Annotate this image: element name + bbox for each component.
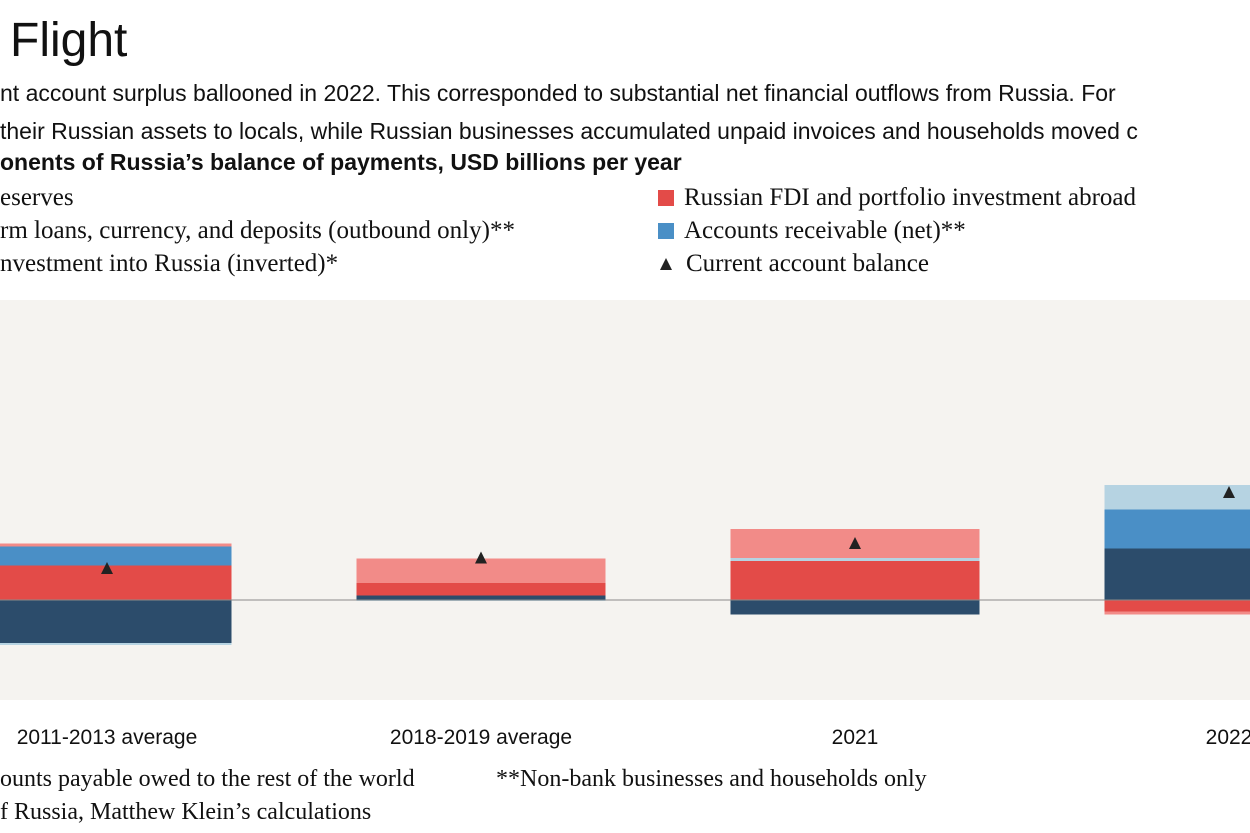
legend-label-reserves: eserves: [0, 184, 74, 211]
bar-nvestment-into-russia-inverted-2022: [1104, 611, 1250, 615]
triangle-marker-icon: [660, 257, 672, 270]
legend: eserves rm loans, currency, and deposits…: [0, 181, 1250, 281]
bar-russian-fdi-and-portfolio-investment-abroad-2022: [1104, 600, 1250, 612]
bar-chart: 2011-2013 average 2018-2019 average 2021 20…: [0, 300, 1250, 749]
bar-eserves-2018-2019-average: [356, 595, 606, 600]
current-account-marker-2022: [1223, 486, 1235, 498]
footnotes: ounts payable owed to the rest of the wo…: [0, 763, 1250, 833]
legend-label-loans: rm loans, currency, and deposits (outbou…: [0, 217, 515, 244]
legend-item-fdi-abroad: Russian FDI and portfolio investment abr…: [658, 181, 1136, 214]
x-tick-label-2021: 2021: [832, 726, 879, 749]
footnote-non-bank: **Non-bank businesses and households onl…: [496, 766, 927, 792]
legend-item-current-account: Current account balance: [658, 247, 929, 280]
legend-label-fdi-abroad: Russian FDI and portfolio investment abr…: [684, 184, 1137, 211]
bar-russian-fdi-and-portfolio-investment-abroad-2018-2019-average: [356, 583, 606, 596]
bar-russian-fdi-and-portfolio-investment-abroad-2011-2013-average: [0, 565, 232, 600]
x-tick-label-2011-2013-average: 2011-2013 average: [17, 726, 198, 749]
subtitle: nt account surplus ballooned in 2022. Th…: [0, 74, 1250, 150]
legend-item-investment-into-russia: nvestment into Russia (inverted)*: [0, 247, 338, 280]
bar-eserves-2011-2013-average: [0, 600, 232, 643]
footnote-source: f Russia, Matthew Klein’s calculations: [0, 799, 372, 825]
subtitle-line-1: nt account surplus ballooned in 2022. Th…: [0, 80, 1116, 106]
x-tick-label-2018-2019-average: 2018-2019 average: [390, 726, 572, 749]
bar-rm-loans-currency-and-deposits-outbound-only-2021: [730, 558, 980, 561]
footnote-accounts-payable: ounts payable owed to the rest of the wo…: [0, 766, 415, 792]
chart-title-main: Flight: [10, 14, 128, 67]
chart-heading: onents of Russia’s balance of payments, …: [0, 149, 682, 175]
x-tick-label-2022: 2022: [1206, 726, 1250, 749]
current-account-marker-2021: [849, 537, 861, 549]
bar-eserves-2021: [730, 600, 980, 615]
bar-nvestment-into-russia-inverted-2011-2013-average: [0, 543, 232, 547]
current-account-marker-2018-2019-average: [475, 551, 487, 564]
legend-item-loans: rm loans, currency, and deposits (outbou…: [0, 214, 515, 247]
current-account-marker-2011-2013-average: [101, 562, 113, 574]
bar-russian-fdi-and-portfolio-investment-abroad-2021: [730, 561, 980, 600]
square-swatch-icon: [658, 222, 674, 239]
bar-accounts-receivable-net-2022: [1104, 509, 1250, 549]
legend-label-investment-into-russia: nvestment into Russia (inverted)*: [0, 250, 339, 277]
square-swatch-icon: [658, 189, 674, 206]
bar-rm-loans-currency-and-deposits-outbound-only-2011-2013-average: [0, 643, 232, 645]
legend-label-receivables: Accounts receivable (net)**: [684, 217, 966, 244]
legend-item-reserves: eserves: [0, 181, 74, 214]
bar-accounts-receivable-net-2011-2013-average: [0, 546, 232, 566]
subtitle-line-2: their Russian assets to locals, while Ru…: [0, 118, 1138, 144]
bar-eserves-2022: [1104, 548, 1250, 600]
legend-item-receivables: Accounts receivable (net)**: [658, 214, 966, 247]
legend-label-current-account: Current account balance: [686, 250, 929, 277]
